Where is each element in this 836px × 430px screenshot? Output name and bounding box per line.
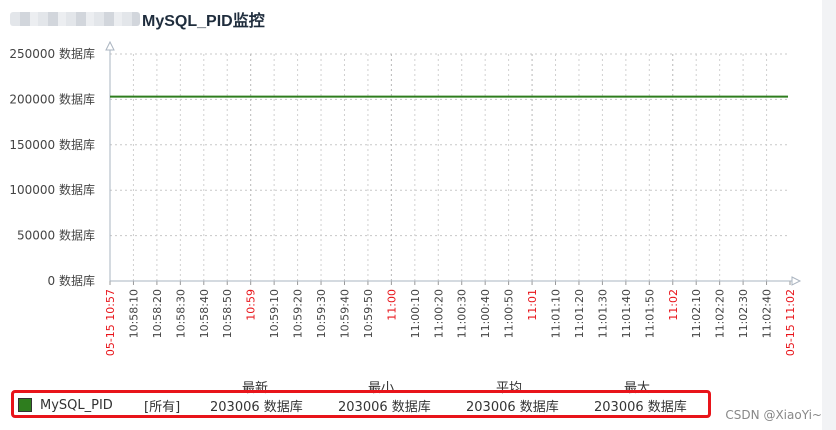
x-tick-label: 11:01:50 (643, 289, 656, 338)
x-tick-label: 10:59:50 (362, 289, 375, 338)
x-tick-label: 11:00:10 (409, 289, 422, 338)
x-tick-label: 11:01 (526, 289, 539, 321)
line-chart: 0 数据库 50000 数据库 100000 数据库 150000 数据库 200000… (9, 40, 802, 356)
x-tick-label: 11:00:30 (456, 289, 469, 338)
x-axis-arrow (791, 276, 802, 286)
x-tick-label: 11:02:30 (737, 289, 750, 338)
x-tick-label: 05-15 11:02 (784, 289, 797, 356)
x-tick-label: 05-15 10:57 (104, 289, 117, 356)
x-tick-label: 11:00:50 (503, 289, 516, 338)
legend-max: 203006 数据库 (594, 399, 687, 415)
x-tick-label: 11:01:10 (550, 289, 563, 338)
x-tick-label: 10:59:10 (268, 289, 281, 338)
x-tick-label: 11:01:30 (596, 289, 609, 338)
legend-avg: 203006 数据库 (466, 399, 559, 415)
x-tick-label: 10:59:40 (338, 289, 351, 338)
x-tick-label: 11:02:40 (761, 289, 774, 338)
legend-scope: [所有] (144, 399, 181, 415)
x-tick-label: 11:00 (385, 289, 398, 321)
x-tick-label: 10:58:10 (127, 289, 140, 338)
x-tick-label: 10:59:20 (292, 289, 305, 338)
x-tick-label: 10:58:30 (174, 289, 187, 338)
x-tick-label: 11:02:20 (714, 289, 727, 338)
x-tick-label: 11:01:40 (620, 289, 633, 338)
x-tick-label: 11:00:20 (432, 289, 445, 338)
y-tick-label: 100000 数据库 (9, 182, 95, 197)
y-tick-label: 250000 数据库 (9, 46, 95, 61)
y-axis-arrow (105, 40, 115, 51)
legend-swatch (18, 398, 32, 412)
x-tick-label: 11:02 (667, 289, 680, 321)
legend-series-name: MySQL_PID (40, 397, 113, 413)
x-tick-label: 10:58:20 (151, 289, 164, 338)
x-tick-label: 11:02:10 (690, 289, 703, 338)
legend-min: 203006 数据库 (338, 399, 431, 415)
title-row: MySQL_PID监控 (10, 8, 265, 30)
y-tick-label: 0 数据库 (48, 273, 95, 288)
y-tick-label: 50000 数据库 (17, 228, 95, 243)
x-tick-label: 10:59 (245, 289, 258, 321)
y-tick-label: 150000 数据库 (9, 137, 95, 152)
graph-title: MySQL_PID监控 (142, 13, 265, 30)
x-tick-label: 10:58:50 (221, 289, 234, 338)
x-tick-label: 10:59:30 (315, 289, 328, 338)
legend-row: MySQL_PID [所有] 203006 数据库 203006 数据库 203… (14, 396, 722, 415)
redacted-host-name (10, 12, 140, 26)
y-tick-label: 200000 数据库 (9, 91, 95, 106)
x-tick-label: 11:01:20 (573, 289, 586, 338)
x-tick-label: 11:00:40 (479, 289, 492, 338)
legend-latest: 203006 数据库 (210, 399, 303, 415)
watermark: CSDN @XiaoYi~ (725, 408, 822, 422)
x-tick-label: 10:58:40 (198, 289, 211, 338)
legend-box: MySQL_PID [所有] 203006 数据库 203006 数据库 203… (11, 390, 711, 418)
